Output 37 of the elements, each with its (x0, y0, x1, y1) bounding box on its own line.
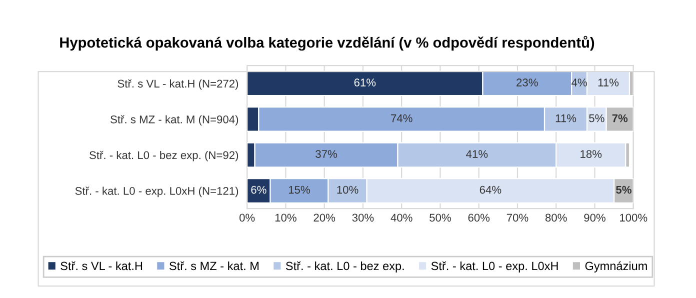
data-label: 41% (466, 150, 488, 158)
data-label: 74% (391, 114, 412, 122)
data-label: 7% (612, 114, 628, 122)
data-label: 15% (288, 186, 310, 194)
x-tick-label: 90% (584, 214, 606, 222)
x-tick-label: 50% (430, 214, 451, 222)
data-label: 5% (589, 114, 604, 122)
data-label: 18% (580, 150, 602, 158)
data-label: 23% (516, 78, 538, 86)
legend-label: Stř. - kat. L0 - exp. L0xH (431, 261, 558, 272)
x-tick-label: 10% (275, 214, 296, 222)
x-tick-label: 100% (620, 214, 648, 222)
chart-title: Hypotetická opakovaná volba kategorie vzdělání (v % odpovědí respondentů) (60, 36, 594, 51)
legend-label: Stř. - kat. L0 - bez exp. (286, 261, 404, 272)
data-label: 64% (480, 186, 502, 194)
x-tick-label: 20% (314, 214, 336, 222)
y-tick-label: Stř. s MZ - kat. M (N=904) (110, 115, 238, 126)
x-tick-label: 30% (352, 214, 374, 222)
y-tick-label: Stř. - kat. L0 - exp. L0xH (N=121) (75, 186, 238, 198)
data-label: 5% (616, 186, 632, 194)
data-label: 4% (572, 78, 587, 86)
x-tick-label: 0% (239, 214, 255, 222)
data-label: 61% (354, 78, 376, 86)
legend-label: Stř. s MZ - kat. M (169, 261, 258, 270)
data-label: 11% (556, 114, 576, 122)
legend-label: Gymnázium (585, 261, 647, 272)
data-label: 37% (316, 150, 337, 158)
x-tick-label: 40% (390, 214, 412, 222)
y-tick-label: Stř. - kat. L0 - bez exp. (N=92) (90, 150, 238, 162)
x-tick-label: 60% (468, 214, 490, 222)
legend-label: Stř. s VL - kat.H (60, 261, 142, 270)
x-tick-label: 70% (506, 214, 528, 222)
x-tick-label: 80% (545, 214, 567, 222)
data-label: 6% (251, 186, 266, 194)
y-tick-label: Stř. s VL - kat.H (N=272) (118, 79, 238, 90)
data-label: 10% (337, 186, 358, 194)
data-label: 11% (598, 78, 619, 86)
